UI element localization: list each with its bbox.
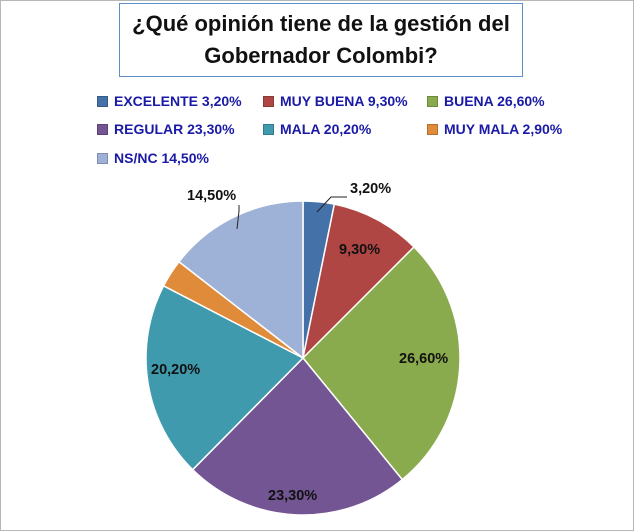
legend-label: BUENA 26,60% — [444, 93, 545, 109]
slice-label: 3,20% — [350, 181, 391, 197]
pie-slice — [177, 200, 304, 360]
pie-slice — [301, 245, 461, 481]
chart-title-box: ¿Qué opinión tiene de la gestión del Gob… — [119, 3, 523, 77]
pie-slice — [191, 356, 404, 516]
leader-line — [236, 205, 240, 230]
legend-label: REGULAR 23,30% — [114, 121, 235, 137]
legend-item: EXCELENTE 3,20% — [97, 93, 242, 109]
legend-label: MUY BUENA 9,30% — [280, 93, 408, 109]
legend-swatch — [263, 123, 274, 135]
legend-swatch — [427, 123, 438, 135]
legend-swatch — [97, 95, 108, 107]
legend-label: MUY MALA 2,90% — [444, 121, 563, 137]
chart-title: ¿Qué opinión tiene de la gestión del Gob… — [132, 11, 510, 68]
legend-item: REGULAR 23,30% — [97, 121, 235, 137]
slice-label: 9,30% — [339, 242, 380, 258]
legend-swatch — [427, 95, 438, 107]
legend-item: MALA 20,20% — [263, 121, 371, 137]
slice-label: 20,20% — [151, 362, 200, 378]
slice-label: 14,50% — [187, 188, 236, 204]
legend-label: MALA 20,20% — [280, 121, 372, 137]
legend-item: MUY MALA 2,90% — [427, 121, 562, 137]
legend-swatch — [97, 152, 108, 164]
legend-swatch — [97, 123, 108, 135]
leader-line — [316, 196, 347, 213]
slice-label: 26,60% — [399, 351, 448, 367]
legend-swatch — [263, 95, 274, 107]
legend-item: MUY BUENA 9,30% — [263, 93, 408, 109]
legend-label: EXCELENTE 3,20% — [114, 93, 242, 109]
legend-item: BUENA 26,60% — [427, 93, 545, 109]
legend-item: NS/NC 14,50% — [97, 150, 209, 166]
pie-slice — [145, 284, 305, 471]
slice-label: 23,30% — [268, 488, 317, 504]
pie-slice — [301, 203, 416, 361]
legend-label: NS/NC 14,50% — [114, 150, 209, 166]
